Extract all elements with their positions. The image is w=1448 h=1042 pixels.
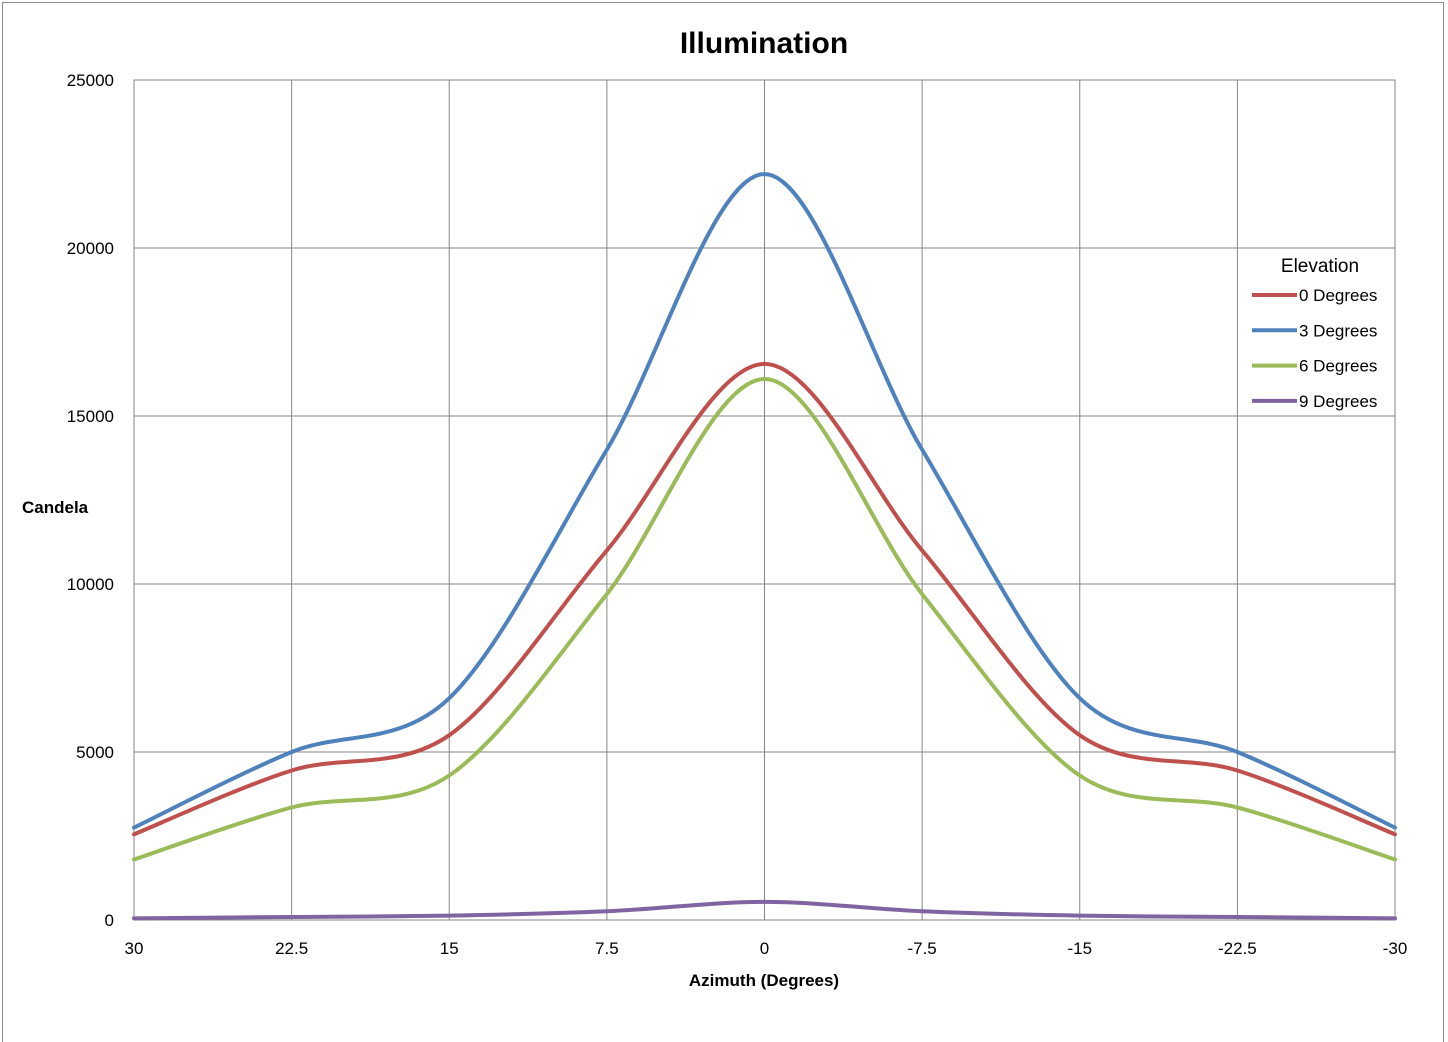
x-tick-label: 30 [125,939,144,958]
legend-label-6-degrees: 6 Degrees [1299,357,1377,376]
x-axis-ticks: 30 22.5 15 7.5 0 -7.5 -15 -22.5 -30 [125,939,1408,958]
x-tick-label: -30 [1383,939,1408,958]
y-axis-ticks: 0 5000 10000 15000 20000 25000 [67,71,114,930]
x-tick-label: 22.5 [275,939,308,958]
series-lines [132,172,1397,921]
y-tick-label: 10000 [67,575,114,594]
legend-label-0-degrees: 0 Degrees [1299,286,1377,305]
gridlines [133,79,1396,921]
y-tick-label: 20000 [67,239,114,258]
x-tick-label: 7.5 [595,939,619,958]
y-tick-label: 5000 [76,743,114,762]
x-tick-label: -7.5 [907,939,936,958]
x-axis-label: Azimuth (Degrees) [689,971,839,990]
y-tick-label: 15000 [67,407,114,426]
y-tick-label: 25000 [67,71,114,90]
legend-label-9-degrees: 9 Degrees [1299,392,1377,411]
x-tick-label: 0 [760,939,769,958]
legend: Elevation 0 Degrees 3 Degrees 6 Degrees 9 D… [1252,256,1377,411]
y-tick-label: 0 [105,911,114,930]
plot-area-border [133,79,1396,921]
x-tick-label: 15 [440,939,459,958]
chart-title: Illumination [680,27,848,60]
legend-label-3-degrees: 3 Degrees [1299,321,1377,340]
y-axis-label: Candela [22,498,89,517]
x-tick-label: -22.5 [1218,939,1257,958]
x-tick-label: -15 [1067,939,1092,958]
legend-title: Elevation [1281,256,1359,277]
